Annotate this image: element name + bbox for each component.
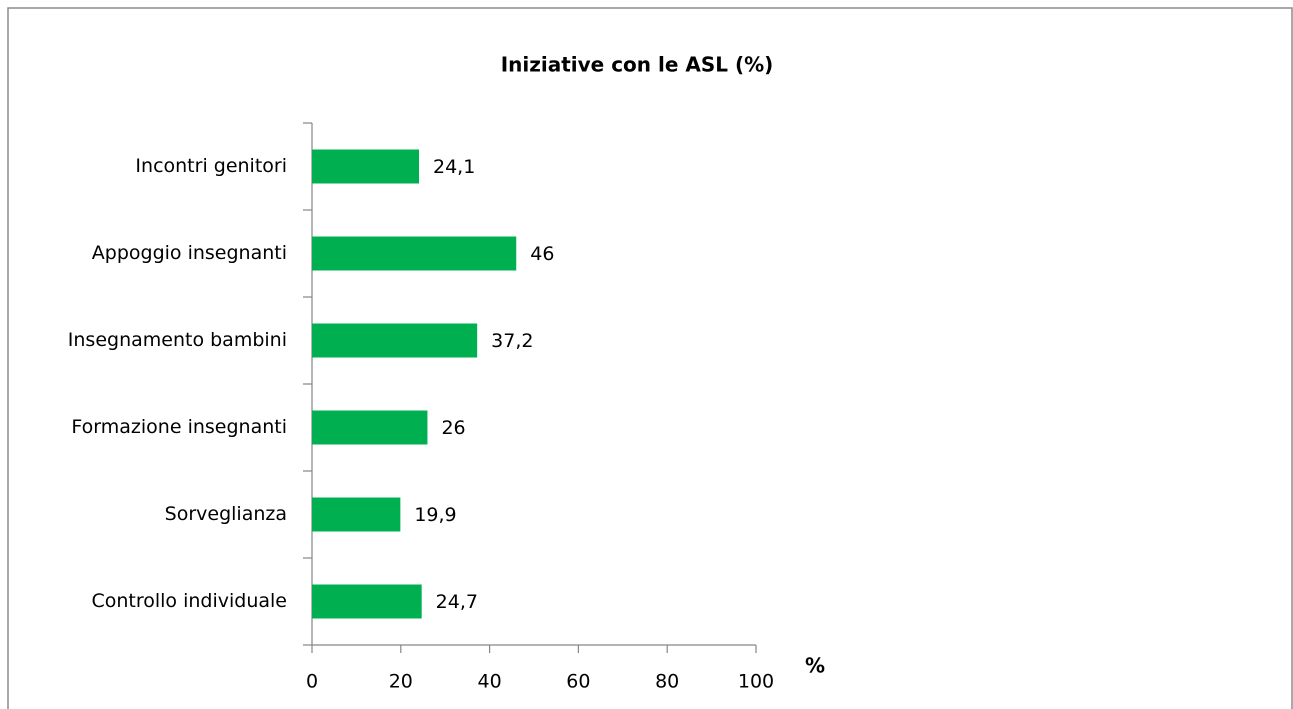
x-axis-label: % (805, 654, 825, 678)
bar (312, 236, 517, 271)
bar (312, 410, 428, 445)
x-tick-label: 40 (478, 671, 502, 693)
bar (312, 584, 422, 619)
y-tick-label: Sorveglianza (165, 503, 287, 525)
y-tick-label: Incontri genitori (135, 155, 287, 177)
y-tick-label: Controllo individuale (91, 590, 287, 612)
value-label: 19,9 (414, 504, 456, 526)
value-label: 24,7 (436, 591, 478, 613)
value-label: 46 (530, 243, 554, 265)
value-label: 24,1 (433, 156, 475, 178)
bar (312, 497, 401, 532)
chart-frame (7, 7, 1293, 709)
bar (312, 323, 478, 358)
value-label: 26 (441, 417, 465, 439)
x-tick-label: 100 (738, 671, 774, 693)
y-tick-label: Insegnamento bambini (68, 329, 287, 351)
x-tick-label: 0 (306, 671, 318, 693)
value-label: 37,2 (491, 330, 533, 352)
x-tick-label: 60 (566, 671, 590, 693)
x-tick-label: 80 (655, 671, 679, 693)
bar (312, 149, 420, 184)
chart-title: Iniziative con le ASL (%) (501, 53, 774, 77)
x-tick-label: 20 (389, 671, 413, 693)
y-tick-label: Appoggio insegnanti (92, 242, 287, 264)
y-tick-label: Formazione insegnanti (71, 416, 287, 438)
